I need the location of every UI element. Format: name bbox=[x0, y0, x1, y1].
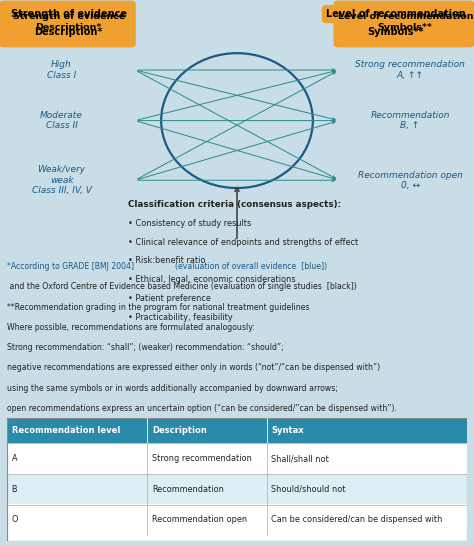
Text: **Recommendation grading in the program for national treatment guidelines: **Recommendation grading in the program … bbox=[7, 302, 310, 312]
Text: negative recommendations are expressed either only in words (“not”/“can be dispe: negative recommendations are expressed e… bbox=[7, 364, 380, 372]
Text: using the same symbols or in words additionally accompanied by downward arrows;: using the same symbols or in words addit… bbox=[7, 384, 338, 393]
Text: Recommendation: Recommendation bbox=[152, 485, 224, 494]
Text: Strong recommendation: Strong recommendation bbox=[152, 454, 252, 463]
Text: Strong recommendation
A, ↑↑: Strong recommendation A, ↑↑ bbox=[355, 60, 465, 80]
Text: Strength of evidence: Strength of evidence bbox=[11, 9, 127, 19]
Text: • Clinical relevance of endpoints and strengths of effect: • Clinical relevance of endpoints and st… bbox=[128, 238, 358, 247]
Text: Level of recommendation: Level of recommendation bbox=[326, 9, 465, 19]
Text: *According to GRADE [BMJ 2004]: *According to GRADE [BMJ 2004] bbox=[7, 262, 137, 271]
Text: Weak/very
weak
Class III, IV, V: Weak/very weak Class III, IV, V bbox=[32, 165, 91, 195]
Text: Should/should not: Should/should not bbox=[272, 485, 346, 494]
Text: Recommendation level: Recommendation level bbox=[12, 426, 120, 435]
FancyBboxPatch shape bbox=[334, 1, 474, 47]
Text: Shall/shall not: Shall/shall not bbox=[272, 454, 329, 463]
Text: • Consistency of study results: • Consistency of study results bbox=[128, 219, 251, 228]
Bar bbox=[7, 443, 467, 473]
Text: and the Oxford Centre of Evidence based Medicine (evaluation of single studies  : and the Oxford Centre of Evidence based … bbox=[7, 282, 357, 292]
Text: O: O bbox=[12, 515, 18, 525]
Text: • Ethical, legal, economic considerations: • Ethical, legal, economic consideration… bbox=[128, 275, 296, 284]
Text: open recommendations express an uncertain option (“can be considered/”can be dis: open recommendations express an uncertai… bbox=[7, 404, 397, 413]
FancyBboxPatch shape bbox=[0, 1, 135, 47]
Text: Description: Description bbox=[152, 426, 207, 435]
Text: • Risk:benefit ratio: • Risk:benefit ratio bbox=[128, 257, 206, 265]
Bar bbox=[7, 505, 467, 535]
Text: • Practicability, feasibility: • Practicability, feasibility bbox=[128, 312, 233, 322]
Text: (evaluation of overall evidence  [blue]): (evaluation of overall evidence [blue]) bbox=[175, 262, 327, 271]
Text: Recommendation open
0, ↔: Recommendation open 0, ↔ bbox=[357, 170, 463, 190]
Text: Can be considered/can be dispensed with: Can be considered/can be dispensed with bbox=[272, 515, 443, 525]
Text: Symbols**: Symbols** bbox=[367, 27, 424, 37]
Text: Strong recommendation: “shall”; (weaker) recommendation: “should”;: Strong recommendation: “shall”; (weaker)… bbox=[7, 343, 284, 352]
Text: Moderate
Class II: Moderate Class II bbox=[40, 111, 83, 130]
Text: Description*: Description* bbox=[35, 27, 103, 37]
Text: Classification criteria (consensus aspects):: Classification criteria (consensus aspec… bbox=[128, 200, 341, 209]
Text: Syntax: Syntax bbox=[272, 426, 304, 435]
Text: • Patient preference: • Patient preference bbox=[128, 294, 211, 303]
Text: Where possible, recommendations are formulated analogously:: Where possible, recommendations are form… bbox=[7, 323, 255, 332]
Bar bbox=[7, 418, 467, 443]
Text: Level of recommendation
Symbols**: Level of recommendation Symbols** bbox=[337, 13, 473, 32]
Text: Strength of evidence
Description*: Strength of evidence Description* bbox=[13, 13, 125, 32]
Text: High
Class I: High Class I bbox=[47, 60, 76, 80]
Text: A: A bbox=[12, 454, 17, 463]
Text: B: B bbox=[12, 485, 17, 494]
Text: Recommendation open: Recommendation open bbox=[152, 515, 247, 525]
Bar bbox=[7, 474, 467, 505]
Text: Recommendation
B, ↑: Recommendation B, ↑ bbox=[370, 111, 450, 130]
